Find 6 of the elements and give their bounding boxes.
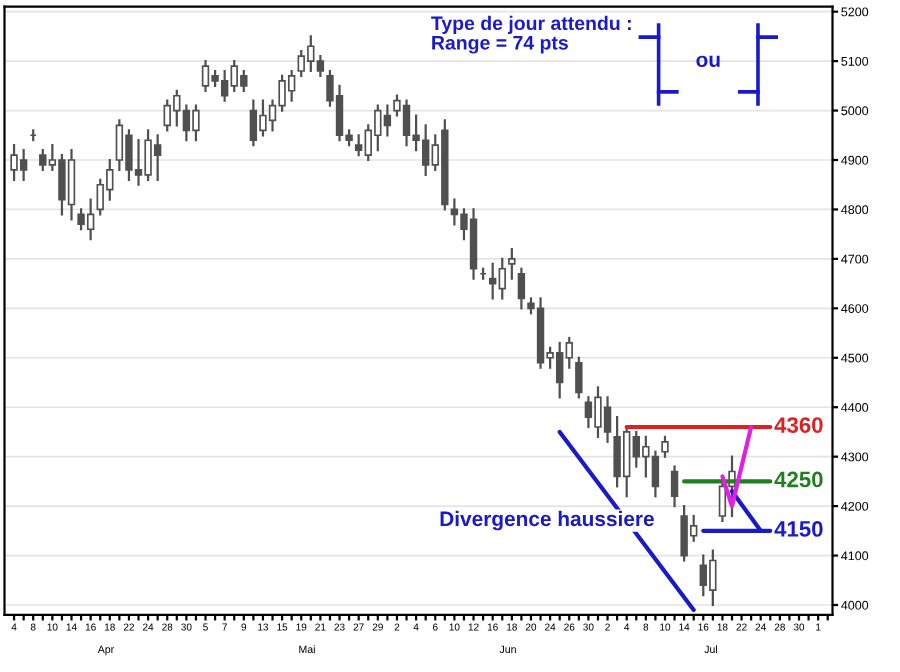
series-label: 4150 [774,521,823,537]
series-label: 4250 [774,471,823,488]
annotation: Divergence haussiere [440,510,654,531]
series-label: 4360 [774,417,823,433]
annotation: ou [696,55,720,68]
text: Type de jour attendu : Range = 74 pts [431,15,631,54]
